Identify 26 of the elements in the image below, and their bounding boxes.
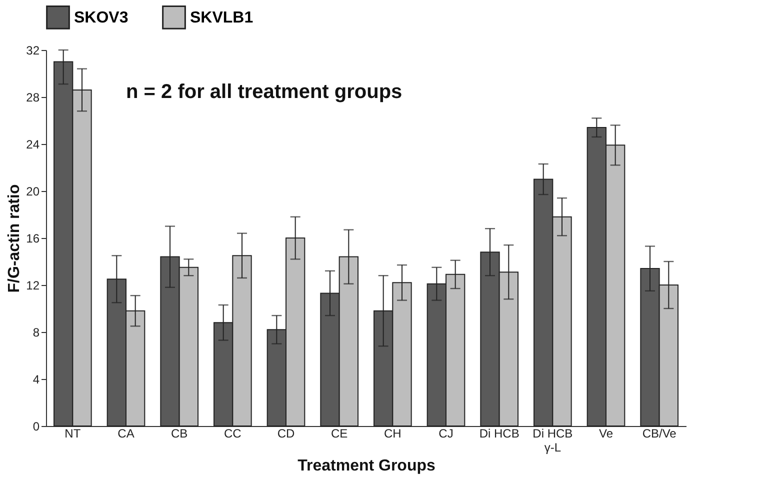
x-tick-label: Di HCB γ-L — [532, 426, 573, 454]
y-tick-label: 32 — [26, 44, 40, 58]
x-tick-label: CA — [118, 426, 134, 440]
legend-label: SKOV3 — [74, 9, 128, 26]
y-tick-label: 8 — [32, 326, 40, 340]
y-axis-title: F/G-actin ratio — [6, 184, 24, 293]
x-tick-label: CD — [277, 426, 295, 440]
y-tick-label: 12 — [26, 278, 40, 292]
y-tick-label: 0 — [32, 420, 40, 434]
x-tick-label: NT — [64, 426, 82, 440]
y-tick-label: 16 — [26, 232, 40, 246]
x-tick-label: Ve — [598, 426, 614, 440]
x-axis-title: Treatment Groups — [298, 458, 436, 474]
y-tick-label: 4 — [32, 372, 40, 386]
x-tick-label: CE — [330, 426, 348, 440]
x-tick-label: CB — [170, 426, 188, 440]
x-tick-label: Di HCB — [479, 426, 520, 440]
legend-label: SKVLB1 — [190, 9, 254, 26]
annotation: n = 2 for all treatment groups — [126, 81, 402, 103]
y-tick-label: 20 — [26, 184, 40, 198]
x-tick-label: CH — [384, 426, 402, 440]
y-tick-label: 28 — [26, 90, 40, 104]
x-tick-label: CJ — [438, 426, 454, 440]
x-tick-label: CC — [224, 426, 242, 440]
x-tick-label: CB/Ve — [642, 426, 677, 440]
y-tick-label: 24 — [26, 138, 40, 152]
